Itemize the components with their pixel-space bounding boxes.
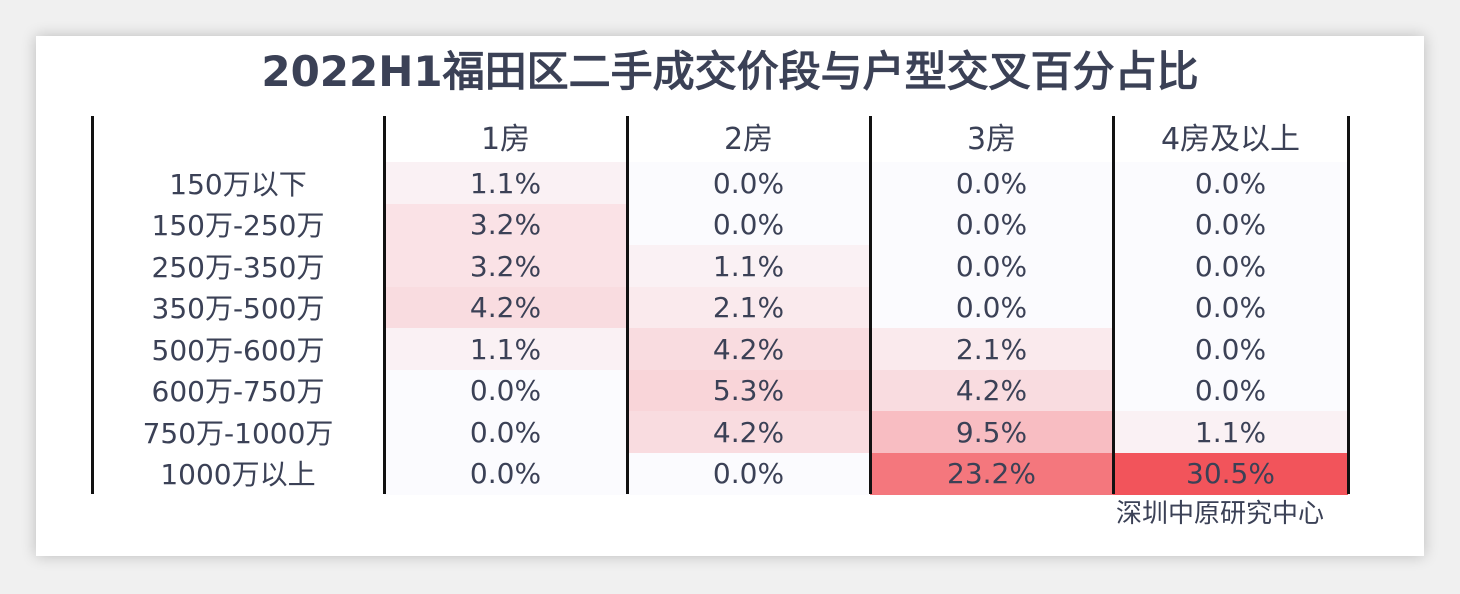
- row-header: 250万-350万: [151, 250, 325, 284]
- heatmap-cell: 0.0%: [627, 203, 870, 246]
- heatmap-cell: 1.1%: [1113, 411, 1348, 453]
- heatmap-cell: 2.1%: [627, 286, 870, 329]
- column-divider: [626, 116, 629, 494]
- heatmap-cell: 3.2%: [384, 245, 627, 287]
- source-label: 深圳中原研究中心: [1115, 499, 1324, 529]
- row-header: 500万-600万: [151, 333, 325, 367]
- heatmap-cell: 0.0%: [870, 162, 1113, 204]
- heatmap-cell: 0.0%: [1113, 286, 1348, 329]
- heatmap-cell: 30.5%: [1113, 452, 1348, 495]
- heatmap-cell: 5.3%: [627, 369, 870, 412]
- heatmap-cell: 0.0%: [384, 452, 627, 495]
- heatmap-cell: 0.0%: [870, 203, 1113, 246]
- heatmap-cell: 0.0%: [870, 286, 1113, 329]
- heatmap-cell: 0.0%: [384, 411, 627, 453]
- heatmap-cell: 0.0%: [1113, 245, 1348, 287]
- row-header: 750万-1000万: [142, 416, 334, 450]
- column-header: 2房: [723, 122, 774, 157]
- heatmap-cell: 1.1%: [384, 328, 627, 370]
- row-header: 150万-250万: [151, 209, 325, 243]
- row-header: 350万-500万: [151, 292, 325, 326]
- heatmap-cell: 0.0%: [384, 369, 627, 412]
- heatmap-cell: 3.2%: [384, 203, 627, 246]
- chart-title: 2022H1福田区二手成交价段与户型交叉百分占比: [261, 47, 1199, 96]
- heatmap-cell: 0.0%: [627, 162, 870, 204]
- column-divider: [869, 116, 872, 494]
- heatmap-cell: 4.2%: [384, 286, 627, 329]
- column-divider: [383, 116, 386, 494]
- heatmap-cell: 2.1%: [870, 328, 1113, 370]
- heatmap-cell: 23.2%: [870, 452, 1113, 495]
- heatmap-cell: 0.0%: [627, 452, 870, 495]
- column-divider: [1347, 116, 1350, 494]
- heatmap-cell: 0.0%: [1113, 203, 1348, 246]
- heatmap-cell: 0.0%: [1113, 162, 1348, 204]
- column-divider: [91, 116, 94, 494]
- heatmap-cell: 1.1%: [627, 245, 870, 287]
- heatmap-cell: 1.1%: [384, 162, 627, 204]
- column-header: 1房: [480, 122, 531, 157]
- row-header: 150万以下: [169, 167, 307, 201]
- heatmap-cell: 0.0%: [870, 245, 1113, 287]
- heatmap-cell: 4.2%: [627, 328, 870, 370]
- column-header: 4房及以上: [1160, 122, 1301, 157]
- heatmap-cell: 4.2%: [627, 411, 870, 453]
- row-header: 1000万以上: [160, 458, 316, 492]
- heatmap-cell: 0.0%: [1113, 328, 1348, 370]
- heatmap-cell: 9.5%: [870, 411, 1113, 453]
- column-header: 3房: [966, 122, 1017, 157]
- heatmap-cell: 0.0%: [1113, 369, 1348, 412]
- column-divider: [1112, 116, 1115, 494]
- row-header: 600万-750万: [151, 375, 325, 409]
- heatmap-cell: 4.2%: [870, 369, 1113, 412]
